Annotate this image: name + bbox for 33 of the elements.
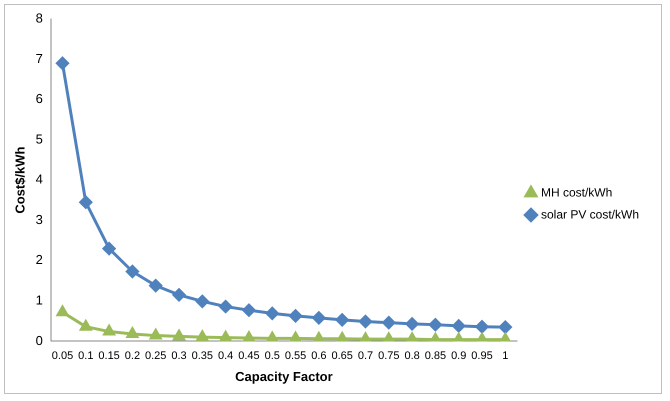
x-tick-label: 0.75 [378, 350, 400, 362]
x-tick-label: 0.8 [404, 350, 420, 362]
x-tick-label: 0.35 [192, 350, 214, 362]
x-tick-label: 0.2 [124, 350, 140, 362]
x-tick-label: 0.95 [471, 350, 493, 362]
legend-label: MH cost/kWh [540, 185, 612, 200]
x-tick-label: 0.1 [78, 350, 94, 362]
x-tick-label: 0.25 [145, 350, 166, 362]
y-tick-label: 7 [36, 50, 43, 66]
y-axis-title: Cost$/kWh [12, 146, 28, 214]
x-tick-label: 0.5 [264, 350, 280, 362]
y-tick-label: 3 [36, 212, 43, 227]
y-tick-label: 8 [36, 10, 43, 26]
x-tick-label: 0.15 [98, 350, 120, 362]
y-tick-label: 4 [36, 172, 43, 187]
x-tick-label: 0.7 [358, 350, 374, 362]
y-tick-label: 1 [36, 292, 43, 308]
y-tick-label: 2 [36, 252, 43, 268]
x-tick-label: 0.55 [284, 350, 306, 362]
y-tick-label: 5 [36, 131, 43, 146]
x-tick-label: 0.9 [451, 350, 466, 362]
y-tick-label: 6 [36, 91, 43, 106]
x-tick-label: 0.45 [238, 350, 260, 362]
x-tick-label: 0.65 [331, 350, 353, 362]
x-tick-label: 1 [502, 350, 508, 362]
x-tick-label: 0.4 [218, 350, 234, 362]
x-tick-label: 0.05 [52, 350, 74, 362]
x-tick-label: 0.6 [311, 350, 327, 362]
x-tick-label: 0.85 [424, 350, 446, 362]
x-axis-title: Capacity Factor [235, 368, 333, 384]
legend-label: solar PV cost/kWh [540, 207, 640, 222]
x-tick-label: 0.3 [171, 350, 187, 362]
y-tick-label: 0 [36, 332, 43, 348]
